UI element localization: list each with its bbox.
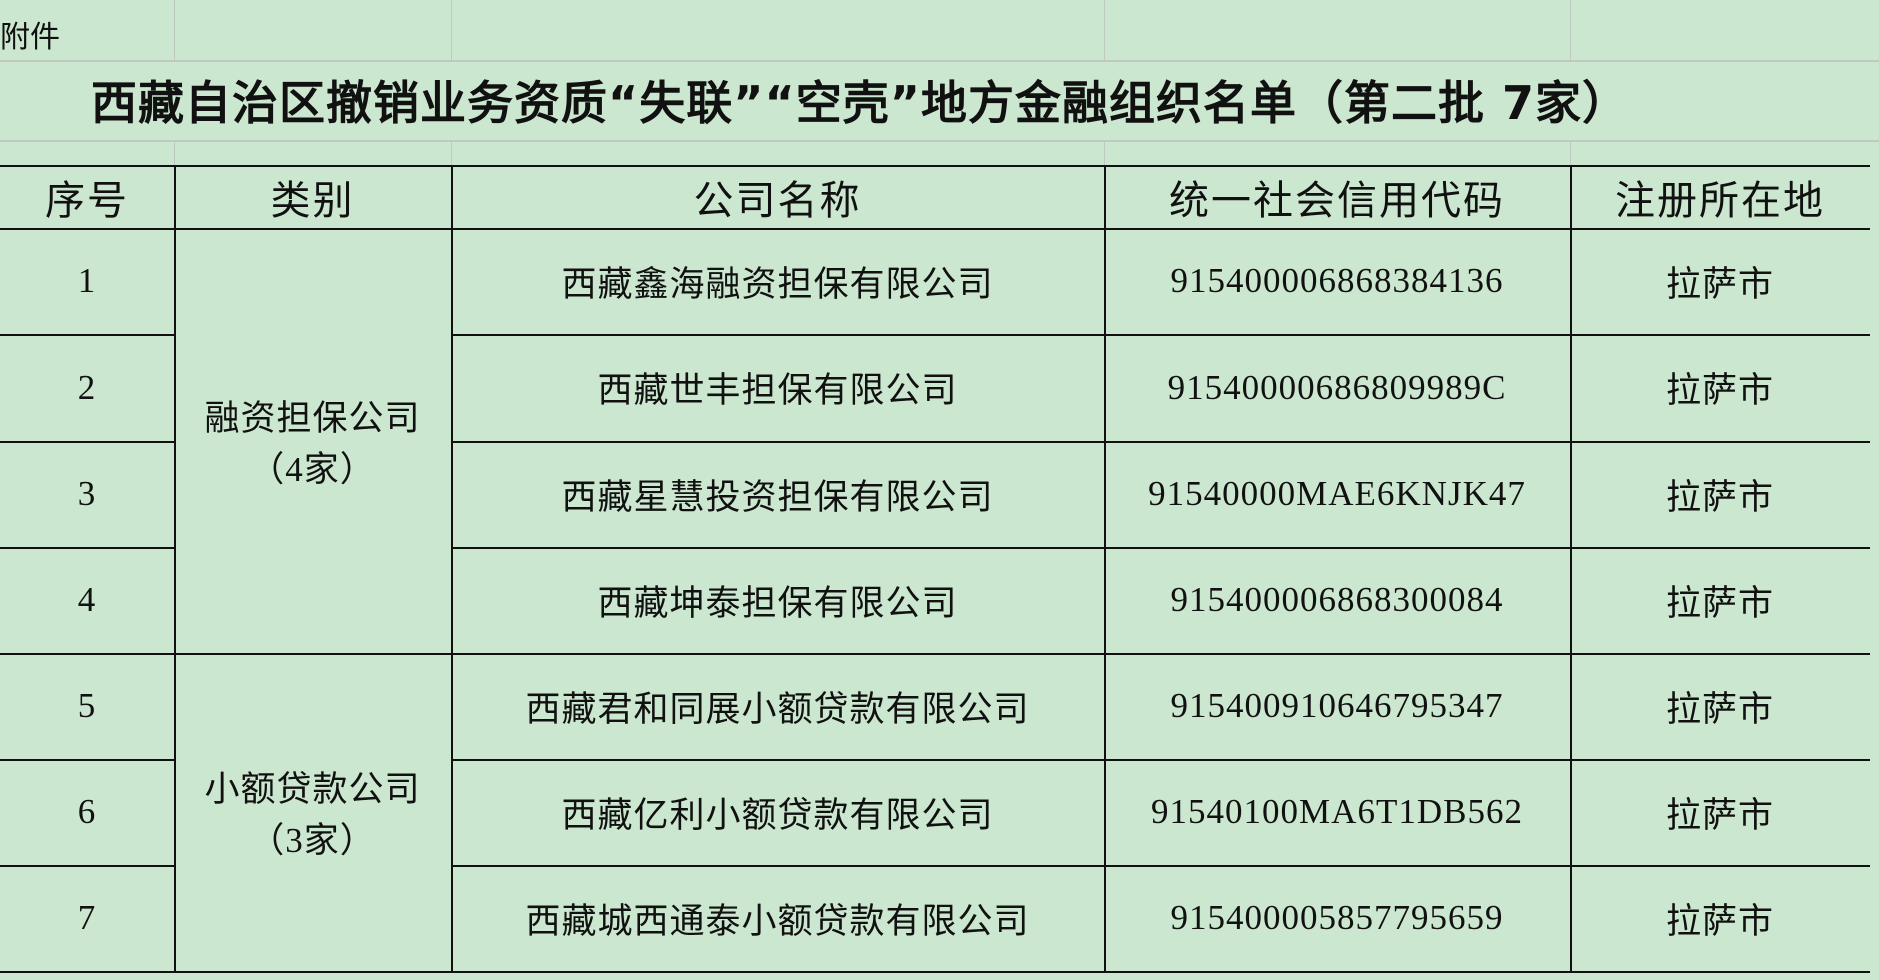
row-number: 4: [77, 580, 97, 619]
table-border: [451, 334, 1870, 336]
row-number: 2: [77, 367, 97, 407]
company-name: 西藏世丰担保有限公司: [597, 371, 958, 410]
registered-location: 拉萨市: [1665, 583, 1774, 623]
credit-code: 915400006868300084: [1170, 580, 1504, 619]
table-border: [451, 165, 453, 971]
table-border: [1104, 165, 1106, 971]
row-number: 1: [77, 261, 97, 300]
credit-code: 91540100MA6T1DB562: [1151, 792, 1523, 831]
category-cell: 小额贷款公司 （3家）: [174, 653, 451, 971]
credit-code: 915400910646795347: [1170, 686, 1504, 725]
table-border: [451, 653, 1870, 655]
company-name: 西藏城西通泰小额贷款有限公司: [525, 901, 1030, 941]
table-border: [1570, 165, 1572, 971]
category-count: （3家）: [249, 821, 376, 860]
table-border: [0, 759, 174, 761]
attachment-label: 附件: [0, 20, 60, 55]
table-border: [0, 971, 174, 973]
header-category: 类别: [270, 177, 355, 224]
table-border: [451, 759, 1870, 761]
credit-code: 91540000686809989C: [1167, 367, 1507, 407]
table-border: [0, 653, 174, 655]
table-border: [174, 971, 451, 973]
table-border: [0, 865, 174, 867]
registered-location: 拉萨市: [1665, 264, 1774, 304]
category-cell: 融资担保公司 （4家）: [174, 228, 451, 653]
category-name: 小额贷款公司: [204, 770, 421, 809]
table-border: [451, 971, 1870, 973]
table-border: [451, 865, 1870, 867]
credit-code: 91540000MAE6KNJK47: [1148, 474, 1526, 513]
registered-location: 拉萨市: [1665, 477, 1774, 517]
category-count: （4家）: [249, 449, 376, 489]
category-name: 融资担保公司: [204, 398, 421, 438]
row-number: 5: [77, 686, 97, 725]
header-no: 序号: [45, 177, 129, 224]
table-border: [174, 653, 451, 655]
table-border: [0, 441, 174, 443]
company-name: 西藏星慧投资担保有限公司: [561, 477, 994, 517]
credit-code: 915400006868384136: [1170, 261, 1504, 300]
company-name: 西藏君和同展小额贷款有限公司: [525, 689, 1030, 729]
table-border: [0, 228, 1870, 230]
registered-location: 拉萨市: [1665, 371, 1774, 410]
page-title: 西藏自治区撤销业务资质“失联”“空壳”地方金融组织名单（第二批 7家）: [91, 76, 1629, 130]
credit-code: 915400005857795659: [1170, 898, 1504, 937]
company-name: 西藏亿利小额贷款有限公司: [561, 795, 994, 835]
company-name: 西藏坤泰担保有限公司: [597, 583, 958, 623]
registered-location: 拉萨市: [1665, 795, 1774, 835]
row-number: 6: [77, 792, 97, 831]
company-name: 西藏鑫海融资担保有限公司: [561, 264, 994, 304]
registered-location: 拉萨市: [1665, 689, 1774, 729]
row-number: 3: [77, 474, 97, 513]
registered-location: 拉萨市: [1665, 901, 1774, 941]
table-border: [451, 547, 1870, 549]
table-border: [0, 547, 174, 549]
table-border: [0, 334, 174, 336]
row-number: 7: [77, 898, 97, 937]
header-company-name: 公司名称: [693, 177, 862, 224]
header-credit-code: 统一社会信用代码: [1169, 177, 1505, 224]
table-border: [451, 441, 1870, 443]
table-border: [0, 165, 1870, 167]
header-location: 注册所在地: [1615, 177, 1825, 224]
table-border: [174, 165, 176, 971]
